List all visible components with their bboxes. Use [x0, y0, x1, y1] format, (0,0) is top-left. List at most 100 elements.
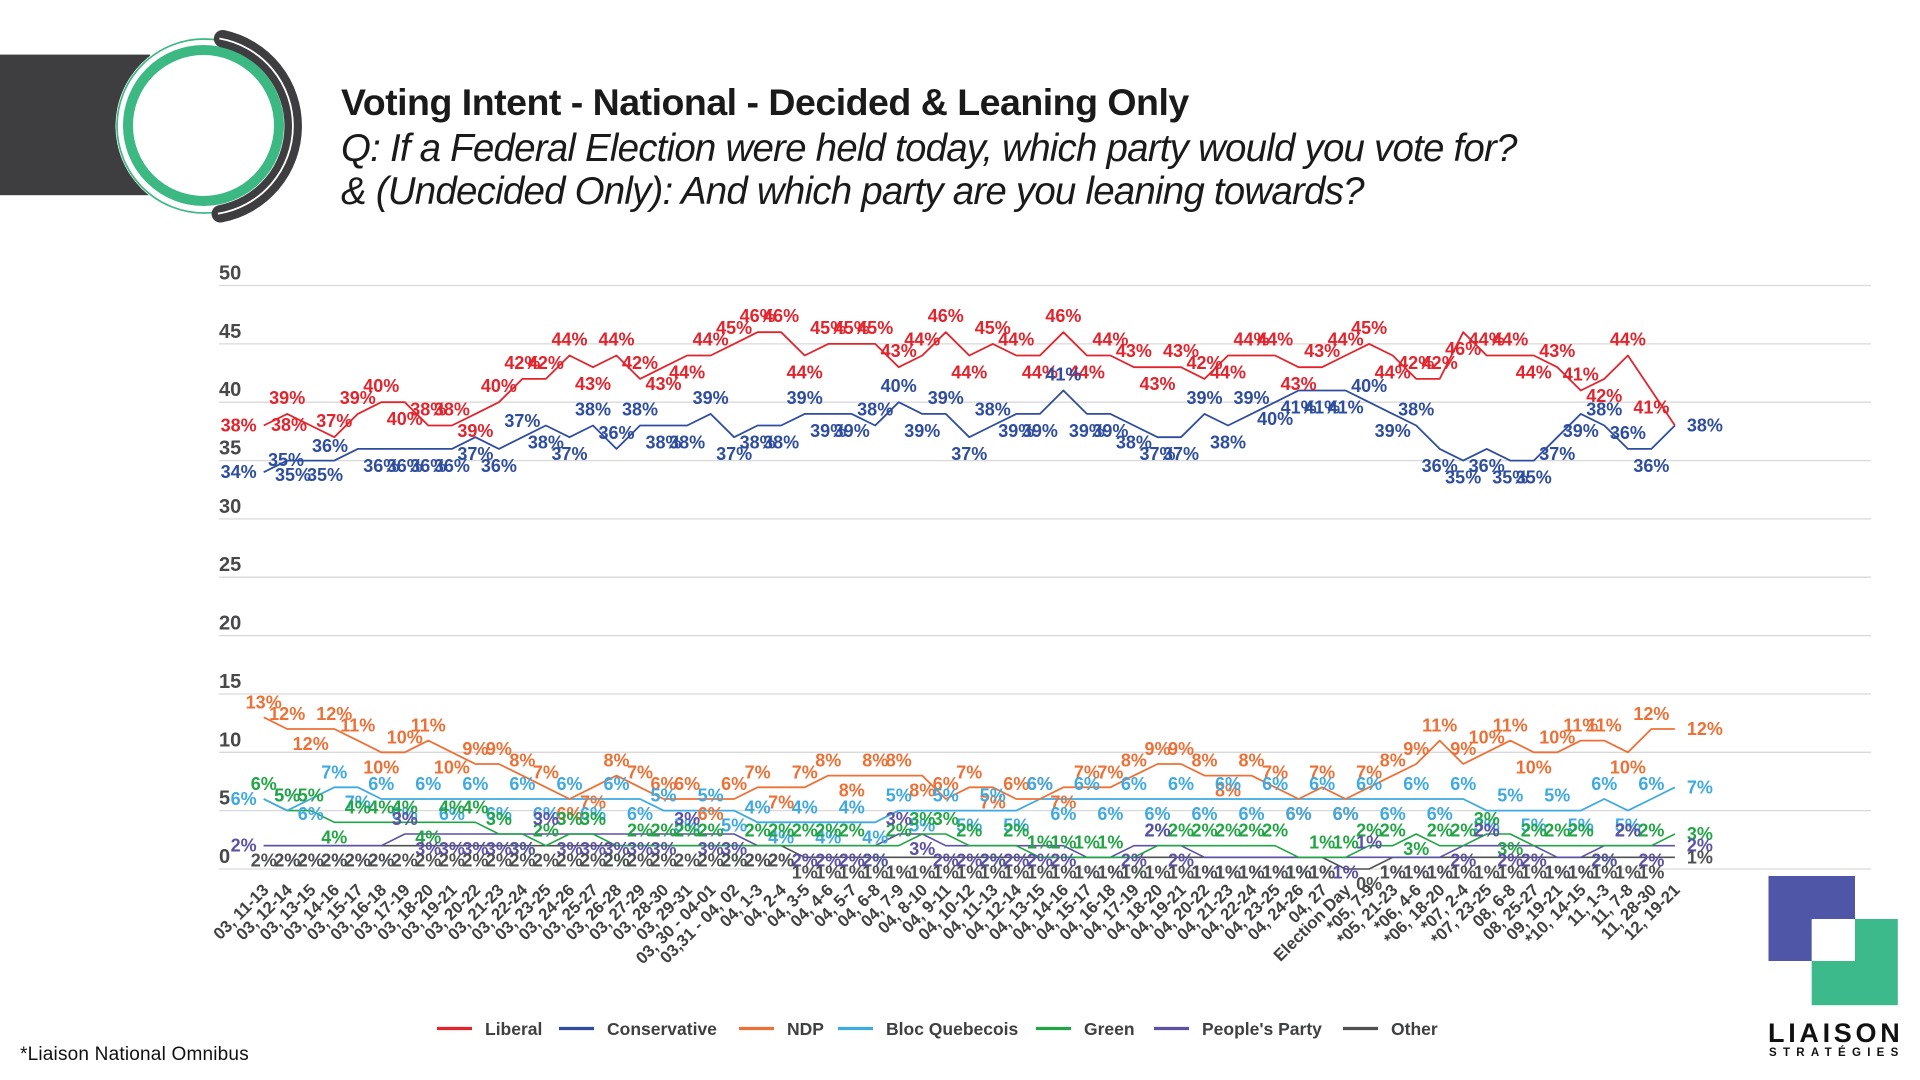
svg-text:44%: 44% — [1069, 363, 1105, 383]
svg-text:43%: 43% — [1281, 374, 1317, 394]
svg-text:43%: 43% — [1304, 341, 1340, 361]
svg-text:11%: 11% — [1587, 716, 1622, 736]
svg-text:2%: 2% — [792, 821, 818, 841]
svg-text:7%: 7% — [956, 762, 982, 782]
svg-text:2%: 2% — [1144, 821, 1170, 841]
svg-text:2%: 2% — [1215, 821, 1241, 841]
svg-text:3%: 3% — [509, 839, 535, 859]
svg-text:4%: 4% — [815, 827, 841, 847]
svg-text:4%: 4% — [462, 797, 488, 817]
svg-text:10%: 10% — [363, 757, 399, 777]
svg-text:1%: 1% — [1615, 862, 1641, 882]
svg-text:6%: 6% — [1356, 774, 1382, 794]
svg-text:36%: 36% — [363, 456, 399, 476]
svg-text:2%: 2% — [415, 851, 441, 871]
svg-text:1%: 1% — [1309, 862, 1335, 882]
svg-text:2%: 2% — [745, 821, 771, 841]
svg-text:12%: 12% — [1633, 704, 1669, 724]
svg-text:2%: 2% — [1003, 851, 1029, 871]
svg-text:38%: 38% — [740, 433, 776, 453]
svg-text:36%: 36% — [1610, 423, 1646, 443]
svg-text:6%: 6% — [556, 804, 582, 824]
svg-text:39%: 39% — [998, 421, 1034, 441]
svg-text:2%: 2% — [980, 851, 1006, 871]
svg-text:2%: 2% — [956, 851, 982, 871]
svg-text:2%: 2% — [1638, 851, 1664, 871]
svg-text:6%: 6% — [627, 804, 653, 824]
svg-text:2%: 2% — [345, 851, 371, 871]
svg-text:2%: 2% — [1497, 851, 1523, 871]
svg-text:NDP: NDP — [787, 1019, 824, 1039]
svg-text:45%: 45% — [857, 318, 893, 338]
svg-text:2%: 2% — [815, 821, 841, 841]
svg-text:44%: 44% — [693, 330, 729, 350]
svg-text:8%: 8% — [1215, 781, 1241, 801]
svg-text:40: 40 — [219, 379, 241, 401]
svg-text:37%: 37% — [1139, 444, 1175, 464]
svg-text:2%: 2% — [1050, 851, 1076, 871]
svg-text:25: 25 — [219, 554, 241, 576]
svg-text:6%: 6% — [509, 774, 535, 794]
svg-text:37%: 37% — [504, 411, 540, 431]
svg-text:44%: 44% — [1328, 330, 1364, 350]
svg-text:8%: 8% — [1121, 751, 1147, 771]
svg-text:2%: 2% — [1474, 821, 1500, 841]
svg-text:2%: 2% — [839, 821, 865, 841]
svg-text:5%: 5% — [1615, 816, 1641, 836]
svg-text:6%: 6% — [439, 804, 465, 824]
svg-text:41%: 41% — [1633, 398, 1669, 418]
svg-text:2%: 2% — [1687, 836, 1713, 856]
svg-text:1%: 1% — [1521, 862, 1547, 882]
svg-text:37%: 37% — [716, 444, 752, 464]
svg-text:3%: 3% — [603, 839, 629, 859]
svg-text:7%: 7% — [1097, 762, 1123, 782]
svg-text:6%: 6% — [674, 774, 700, 794]
svg-text:5%: 5% — [1497, 786, 1523, 806]
svg-text:38%: 38% — [528, 433, 564, 453]
svg-text:2%: 2% — [1568, 821, 1594, 841]
svg-text:6%: 6% — [1380, 804, 1406, 824]
svg-text:3%: 3% — [674, 809, 700, 829]
svg-text:43%: 43% — [645, 374, 681, 394]
svg-text:6%: 6% — [462, 774, 488, 794]
svg-text:40%: 40% — [1351, 376, 1387, 396]
svg-text:6%: 6% — [1003, 774, 1029, 794]
svg-text:34%: 34% — [221, 462, 257, 482]
svg-text:6%: 6% — [580, 804, 606, 824]
svg-text:3%: 3% — [698, 839, 724, 859]
svg-text:1%: 1% — [1333, 862, 1359, 882]
svg-text:3%: 3% — [439, 839, 465, 859]
svg-text:39%: 39% — [810, 421, 846, 441]
svg-text:7%: 7% — [533, 762, 559, 782]
svg-text:5%: 5% — [886, 786, 912, 806]
svg-text:6%: 6% — [1215, 774, 1241, 794]
svg-text:1%: 1% — [839, 862, 865, 882]
svg-text:1%: 1% — [815, 862, 841, 882]
svg-text:37%: 37% — [951, 444, 987, 464]
svg-text:10%: 10% — [387, 727, 423, 747]
svg-text:7%: 7% — [1074, 762, 1100, 782]
svg-text:4%: 4% — [439, 797, 465, 817]
svg-text:38%: 38% — [271, 415, 307, 435]
svg-text:40%: 40% — [481, 376, 517, 396]
svg-text:45%: 45% — [716, 318, 752, 338]
svg-text:30: 30 — [219, 496, 241, 518]
svg-text:46%: 46% — [1045, 306, 1081, 326]
svg-text:46%: 46% — [928, 306, 964, 326]
svg-text:1%: 1% — [1474, 862, 1500, 882]
svg-text:44%: 44% — [1516, 363, 1552, 383]
svg-text:2%: 2% — [1591, 851, 1617, 871]
svg-text:3%: 3% — [1474, 809, 1500, 829]
svg-text:1%: 1% — [1687, 847, 1713, 867]
svg-text:1%: 1% — [1568, 862, 1594, 882]
svg-text:39%: 39% — [1375, 421, 1411, 441]
svg-text:1%: 1% — [1027, 862, 1053, 882]
svg-text:10: 10 — [219, 729, 241, 751]
svg-text:3%: 3% — [580, 809, 606, 829]
svg-text:45: 45 — [219, 321, 241, 343]
svg-text:43%: 43% — [881, 341, 917, 361]
svg-text:5%: 5% — [721, 816, 747, 836]
svg-text:44%: 44% — [998, 330, 1034, 350]
svg-text:10%: 10% — [1539, 727, 1575, 747]
svg-text:4%: 4% — [392, 797, 418, 817]
